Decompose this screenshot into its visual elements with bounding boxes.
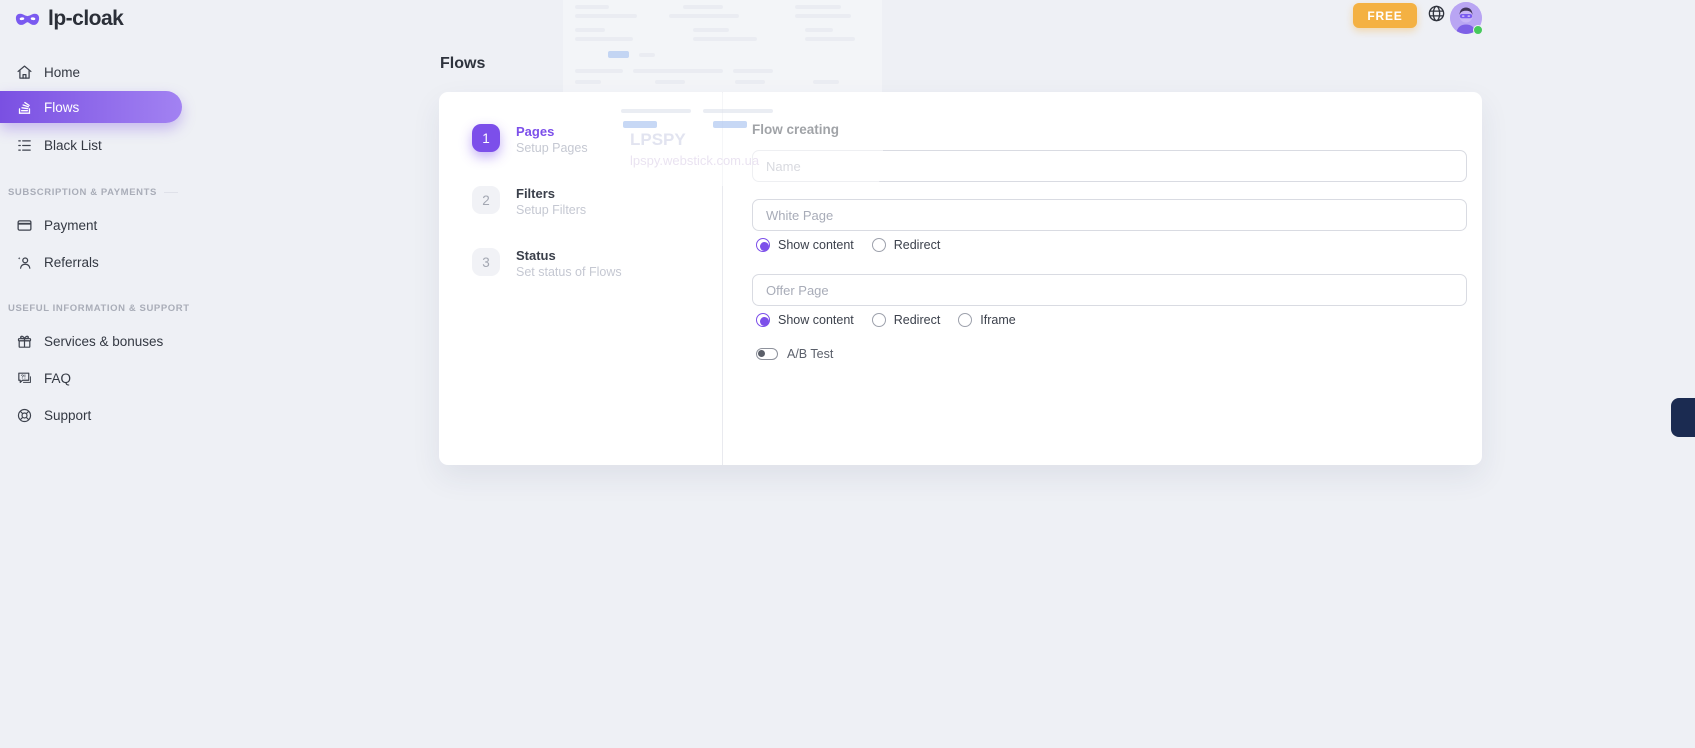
online-status-dot xyxy=(1473,25,1483,35)
step-subtitle: Setup Filters xyxy=(516,203,587,217)
app-logo[interactable]: lp-cloak xyxy=(14,7,124,31)
credit-card-icon xyxy=(17,219,32,231)
radio-icon xyxy=(756,238,770,252)
step-status[interactable]: 3 Status Set status of Flows xyxy=(472,248,622,279)
lifebuoy-icon xyxy=(17,408,32,422)
step-pages[interactable]: 1 Pages Setup Pages xyxy=(472,124,588,155)
step-filters[interactable]: 2 Filters Setup Filters xyxy=(472,186,586,217)
ghost-form-skeleton xyxy=(563,0,882,93)
radio-white-redirect[interactable]: Redirect xyxy=(871,238,941,252)
name-input[interactable] xyxy=(752,150,1467,182)
step-subtitle: Setup Pages xyxy=(516,141,588,155)
radio-label: Iframe xyxy=(980,313,1016,327)
radio-offer-show-content[interactable]: Show content xyxy=(756,313,854,327)
svg-text:?!: ?! xyxy=(21,374,26,380)
language-button[interactable] xyxy=(1426,4,1446,24)
sidebar-item-label: FAQ xyxy=(44,370,72,386)
offer-page-mode-group: Show content Redirect Iframe xyxy=(756,312,1016,328)
sidebar-item-label: Home xyxy=(44,64,81,80)
sidebar-item-label: Referrals xyxy=(44,254,99,270)
next-step-button[interactable]: Next step xyxy=(1671,398,1695,437)
sidebar: lp-cloak Home Flows Black List SUBSCRIPT… xyxy=(0,0,196,748)
sidebar-item-label: Black List xyxy=(44,137,102,153)
radio-offer-iframe[interactable]: Iframe xyxy=(958,313,1016,327)
home-icon xyxy=(17,64,32,79)
step-number: 3 xyxy=(472,248,500,276)
radio-label: Redirect xyxy=(893,238,941,252)
sidebar-section-support: USEFUL INFORMATION & SUPPORT xyxy=(0,301,190,315)
plan-badge[interactable]: FREE xyxy=(1353,3,1417,28)
sidebar-section-subscription: SUBSCRIPTION & PAYMENTS xyxy=(0,185,190,199)
radio-offer-redirect[interactable]: Redirect xyxy=(871,313,941,327)
app-name: lp-cloak xyxy=(48,7,124,30)
step-number: 2 xyxy=(472,186,500,214)
section-title: USEFUL INFORMATION & SUPPORT xyxy=(8,302,190,314)
radio-label: Redirect xyxy=(893,313,941,327)
step-subtitle: Set status of Flows xyxy=(516,265,622,279)
referrals-icon xyxy=(17,256,31,269)
sidebar-item-black-list[interactable]: Black List xyxy=(0,128,182,162)
mask-icon xyxy=(15,13,40,25)
sidebar-item-flows[interactable]: Flows xyxy=(0,91,182,123)
section-title: SUBSCRIPTION & PAYMENTS xyxy=(8,186,157,198)
radio-white-show-content[interactable]: Show content xyxy=(756,238,854,252)
list-icon xyxy=(18,139,31,151)
radio-icon xyxy=(958,313,973,327)
toggle-icon xyxy=(756,348,778,360)
gift-icon xyxy=(17,335,32,348)
globe-icon xyxy=(1428,5,1444,22)
radio-label: Show content xyxy=(778,238,854,252)
sidebar-item-label: Support xyxy=(44,407,92,423)
radio-icon xyxy=(871,238,886,252)
step-title: Status xyxy=(516,248,556,263)
step-title: Pages xyxy=(516,124,555,139)
stepper-divider xyxy=(722,92,723,465)
sidebar-item-faq[interactable]: ?! FAQ xyxy=(0,361,182,395)
sidebar-item-support-link[interactable]: Support xyxy=(0,398,182,432)
user-avatar[interactable] xyxy=(1450,2,1483,35)
radio-label: Show content xyxy=(778,313,854,327)
white-page-mode-group: Show content Redirect xyxy=(756,237,940,253)
flow-creating-modal: 1 Pages Setup Pages 2 Filters Setup Filt… xyxy=(439,92,1695,465)
form-title: Flow creating xyxy=(752,122,840,137)
offer-page-input[interactable] xyxy=(752,274,1467,306)
step-number: 1 xyxy=(472,124,500,152)
sidebar-item-label: Flows xyxy=(44,99,80,115)
flows-icon xyxy=(18,101,31,114)
sidebar-item-services[interactable]: Services & bonuses xyxy=(0,324,182,358)
page-title: Flows xyxy=(440,55,486,72)
sidebar-item-label: Payment xyxy=(44,217,98,233)
sidebar-item-home[interactable]: Home xyxy=(0,55,182,89)
step-title: Filters xyxy=(516,186,556,201)
radio-icon xyxy=(871,313,886,327)
toggle-label: A/B Test xyxy=(787,347,834,361)
ab-test-toggle[interactable]: A/B Test xyxy=(756,347,833,361)
sidebar-item-payment[interactable]: Payment xyxy=(0,208,182,242)
white-page-input[interactable] xyxy=(752,199,1467,231)
faq-icon: ?! xyxy=(18,372,31,383)
sidebar-item-label: Services & bonuses xyxy=(44,333,164,349)
radio-icon xyxy=(756,313,770,327)
sidebar-item-referrals[interactable]: Referrals xyxy=(0,245,182,279)
flow-creating-form: Flow creating Show content Redirect Show… xyxy=(752,92,1695,465)
